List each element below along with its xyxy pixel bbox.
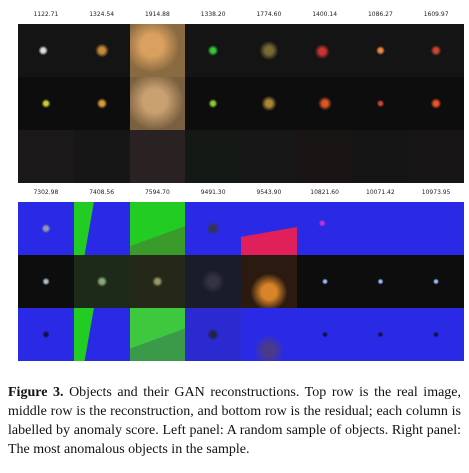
image-cell — [352, 255, 409, 308]
caption-label: Figure 3. — [8, 385, 64, 400]
score-label: 1774.60 — [256, 11, 282, 18]
image-cell — [296, 308, 353, 361]
image-cell — [129, 308, 186, 361]
image-cell — [408, 255, 464, 308]
image-cell — [18, 130, 74, 183]
caption: Figure 3. Objects and their GAN reconstr… — [8, 383, 461, 459]
image-cell — [241, 77, 297, 130]
score-label: 1338.20 — [200, 11, 226, 18]
image-cell — [408, 202, 464, 255]
image-cell — [18, 24, 74, 77]
image-cell — [241, 308, 297, 361]
image-cell — [185, 130, 241, 183]
image-cell — [73, 77, 130, 130]
image-cell — [185, 24, 241, 77]
image-cell — [129, 130, 186, 183]
score-label: 9543.90 — [256, 189, 282, 196]
image-cell — [296, 202, 353, 255]
image-cell — [352, 130, 409, 183]
image-cell — [18, 202, 74, 255]
score-label: 1122.71 — [33, 11, 59, 18]
image-cell — [185, 202, 241, 255]
image-cell — [241, 130, 297, 183]
image-cell — [241, 202, 297, 255]
image-cell — [73, 130, 130, 183]
score-label: 10973.95 — [421, 189, 451, 196]
image-cell — [129, 202, 186, 255]
image-cell — [129, 255, 186, 308]
image-cell — [18, 308, 74, 361]
image-cell — [296, 130, 353, 183]
score-label: 9491.30 — [200, 189, 226, 196]
caption-text: Objects and their GAN reconstructions. T… — [8, 385, 462, 457]
image-cell — [73, 308, 130, 361]
image-cell — [296, 24, 353, 77]
image-cell — [129, 24, 186, 77]
image-cell — [18, 77, 74, 130]
image-cell — [185, 77, 241, 130]
image-cell — [185, 308, 241, 361]
image-cell — [185, 255, 241, 308]
image-cell — [18, 255, 74, 308]
score-label: 7302.98 — [33, 189, 59, 196]
score-label: 7594.70 — [144, 189, 170, 196]
image-cell — [408, 77, 464, 130]
score-label: 1324.54 — [89, 11, 115, 18]
image-cell — [296, 77, 353, 130]
image-cell — [129, 77, 186, 130]
image-cell — [408, 24, 464, 77]
score-label: 1914.88 — [144, 11, 170, 18]
image-cell — [73, 24, 130, 77]
score-label: 1400.14 — [312, 11, 338, 18]
score-label: 1609.97 — [423, 11, 449, 18]
image-cell — [352, 308, 409, 361]
image-cell — [73, 255, 130, 308]
image-cell — [352, 77, 409, 130]
image-cell — [73, 202, 130, 255]
score-label: 10071.42 — [366, 189, 395, 196]
image-cell — [408, 130, 464, 183]
score-label: 1086.27 — [367, 11, 393, 18]
image-cell — [352, 24, 409, 77]
image-cell — [296, 255, 353, 308]
image-cell — [241, 24, 297, 77]
image-cell — [408, 308, 464, 361]
image-cell — [241, 255, 297, 308]
image-cell — [352, 202, 409, 255]
score-label: 10821.60 — [310, 189, 339, 196]
score-label: 7408.56 — [89, 189, 115, 196]
